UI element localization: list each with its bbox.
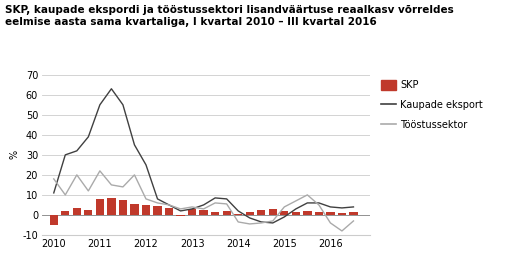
Y-axis label: %: % (10, 150, 20, 159)
Bar (350, 212, 357, 215)
Bar (326, 212, 335, 215)
Bar (96, 199, 104, 215)
Legend: SKP, Kaupade eksport, Tööstussektor: SKP, Kaupade eksport, Tööstussektor (381, 80, 483, 130)
Text: SKP, kaupade ekspordi ja tööstussektori lisandväärtuse reaalkasv võrreldes
eelmi: SKP, kaupade ekspordi ja tööstussektori … (5, 5, 454, 27)
Bar (257, 210, 266, 215)
Bar (130, 204, 139, 215)
Bar (291, 212, 300, 215)
Bar (176, 215, 185, 216)
Bar (84, 210, 92, 215)
Bar (280, 211, 288, 215)
Bar (61, 211, 70, 215)
Bar (188, 209, 196, 215)
Bar (315, 212, 323, 215)
Bar (165, 208, 173, 215)
Bar (142, 205, 150, 215)
Bar (153, 206, 162, 215)
Bar (107, 198, 116, 215)
Bar (246, 212, 254, 215)
Bar (222, 211, 231, 215)
Bar (73, 208, 81, 215)
Bar (119, 200, 127, 215)
Bar (50, 215, 58, 225)
Bar (211, 212, 219, 215)
Bar (234, 214, 242, 215)
Bar (338, 213, 346, 215)
Bar (269, 209, 277, 215)
Bar (303, 211, 312, 215)
Bar (200, 210, 208, 215)
